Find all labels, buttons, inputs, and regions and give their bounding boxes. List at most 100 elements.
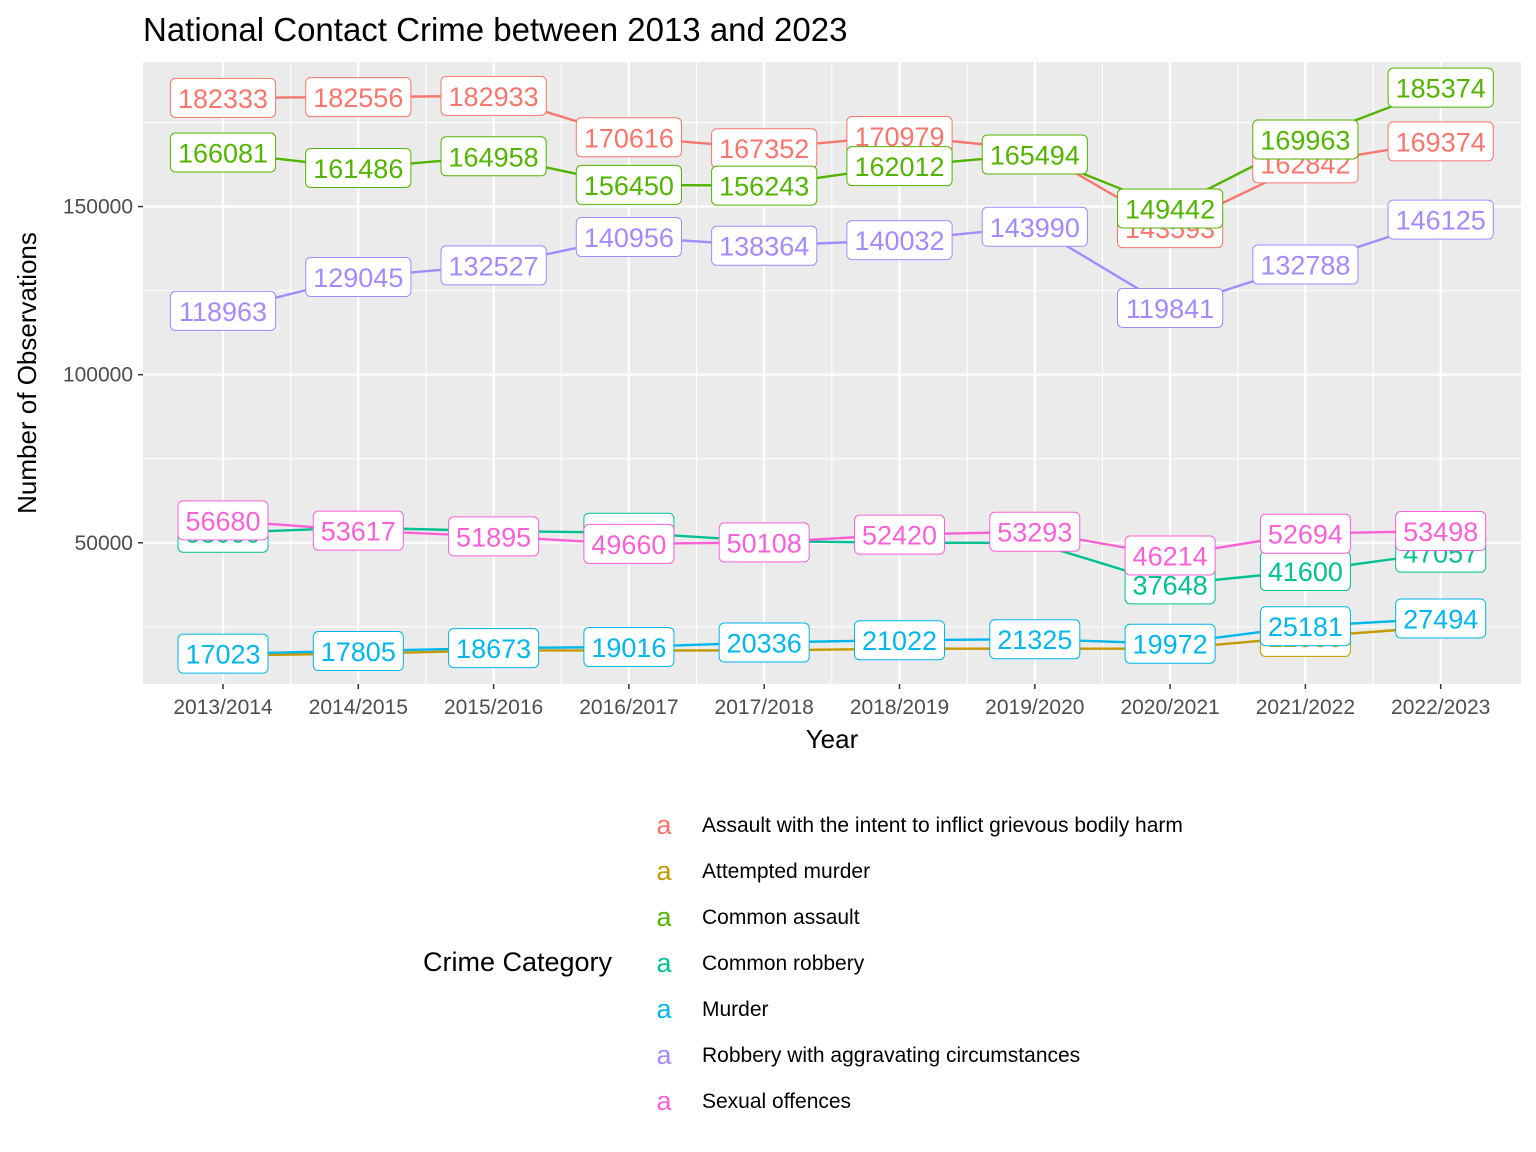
data-label-text: 25181	[1268, 612, 1343, 642]
data-label: 182556	[305, 77, 412, 118]
data-label-box	[1252, 119, 1359, 160]
data-label-text: 118963	[179, 297, 267, 327]
series-line-5	[222, 218, 1442, 313]
data-label-text: 170616	[584, 123, 674, 153]
data-label: 166081	[169, 132, 277, 173]
x-tick-label: 2014/2015	[309, 696, 408, 719]
x-tick-label: 2018/2019	[850, 696, 949, 719]
data-label-text: 49660	[591, 530, 666, 560]
data-label-text: 53293	[997, 518, 1072, 548]
data-label: 132527	[440, 245, 547, 286]
data-label: 21325	[989, 619, 1081, 660]
data-label-text: 18673	[456, 634, 531, 664]
data-label-box	[169, 77, 277, 118]
data-label-text: 56680	[185, 506, 260, 536]
data-label: 167352	[711, 128, 818, 169]
data-label-box	[1117, 188, 1224, 229]
data-label-text: 182933	[449, 82, 539, 112]
data-label-text: 138364	[719, 232, 809, 262]
data-label: 56680	[177, 500, 269, 541]
legend-key-glyph: a	[656, 1040, 672, 1070]
data-label-text: 161486	[313, 154, 403, 184]
data-label-box	[583, 626, 675, 667]
data-label-text: 166081	[178, 139, 268, 169]
data-label-box	[575, 164, 682, 205]
data-label-text: 129045	[313, 263, 403, 293]
data-label-box	[305, 77, 412, 118]
x-tick-label: 2022/2023	[1391, 696, 1490, 719]
data-label: 52420	[854, 514, 945, 555]
series-line-4	[222, 617, 1441, 655]
data-label-box	[169, 132, 277, 173]
data-label: 53617	[312, 510, 404, 551]
legend-key-glyph: a	[656, 902, 672, 932]
data-label: 49660	[583, 523, 675, 564]
legend-items: a Assault with the intent to inflict grie…	[656, 810, 1182, 1116]
data-label-box	[575, 117, 682, 158]
data-label-box	[711, 165, 818, 206]
legend-item: a Sexual offences	[656, 1086, 851, 1116]
legend-item: a Attempted murder	[656, 856, 870, 886]
data-label-box	[846, 146, 953, 187]
data-label-text: 53498	[1403, 517, 1478, 547]
data-label: 52694	[1259, 513, 1351, 554]
data-label: 53498	[1395, 511, 1487, 552]
data-label-box	[1117, 287, 1224, 328]
data-label: 162012	[846, 146, 953, 187]
data-label: 119841	[1117, 287, 1224, 328]
data-label-text: 50108	[727, 528, 802, 558]
data-label: 138364	[711, 225, 818, 266]
data-label-box	[989, 511, 1081, 552]
data-label-text: 185374	[1396, 74, 1486, 104]
series-line-0	[222, 94, 1441, 230]
data-label-box	[312, 631, 404, 672]
data-label-text: 17805	[321, 637, 396, 667]
legend-item-label: Assault with the intent to inflict griev…	[702, 814, 1183, 837]
data-label-box	[1387, 121, 1494, 162]
x-tick-label: 2015/2016	[444, 696, 543, 719]
data-label-box	[981, 206, 1088, 247]
data-label-box	[1124, 623, 1216, 664]
x-tick-label: 2021/2022	[1256, 696, 1355, 719]
data-label-box	[718, 522, 810, 563]
legend-item: a Robbery with aggravating circumstances	[656, 1040, 1080, 1070]
legend-title: Crime Category	[423, 947, 613, 977]
data-label: 161486	[305, 147, 412, 188]
data-label-text: 46214	[1133, 542, 1208, 572]
data-label: 51895	[448, 516, 540, 557]
legend-item-label: Attempted murder	[702, 860, 870, 883]
data-label-text: 140032	[854, 226, 944, 256]
data-label: 46214	[1124, 535, 1216, 576]
data-label-text: 146125	[1396, 206, 1486, 236]
legend-key-glyph: a	[656, 1086, 672, 1116]
data-label: 19016	[583, 626, 675, 667]
legend-item: a Common robbery	[656, 948, 864, 978]
data-label-box	[448, 628, 540, 669]
data-label: 132788	[1252, 244, 1359, 285]
data-label-box	[1395, 598, 1487, 639]
data-label-text: 182556	[313, 83, 403, 113]
data-label-box	[1252, 244, 1359, 285]
series-line-1	[222, 625, 1441, 657]
data-label-text: 156450	[584, 171, 674, 201]
data-label-text: 53617	[321, 517, 396, 547]
data-label: 164958	[440, 136, 547, 177]
data-label-text: 182333	[178, 84, 268, 114]
legend-item: a Assault with the intent to inflict grie…	[656, 810, 1182, 840]
data-label-box	[169, 290, 277, 331]
data-label: 169963	[1252, 119, 1359, 160]
data-label: 18673	[448, 628, 540, 669]
data-label: 156243	[711, 165, 818, 206]
x-axis: 2013/2014 2014/2015 2015/2016 2016/2017 2017…	[173, 684, 1490, 719]
legend-item-label: Common assault	[702, 906, 860, 929]
x-tick-label: 2020/2021	[1120, 696, 1219, 719]
data-label: 27494	[1395, 598, 1487, 639]
data-label-box	[312, 510, 404, 551]
data-label-text: 149442	[1125, 194, 1215, 224]
x-tick-label: 2019/2020	[985, 696, 1084, 719]
data-label-text: 169963	[1260, 125, 1350, 155]
data-label-text: 21022	[862, 626, 937, 656]
data-label-box	[989, 619, 1081, 660]
data-label: 149442	[1117, 188, 1224, 229]
